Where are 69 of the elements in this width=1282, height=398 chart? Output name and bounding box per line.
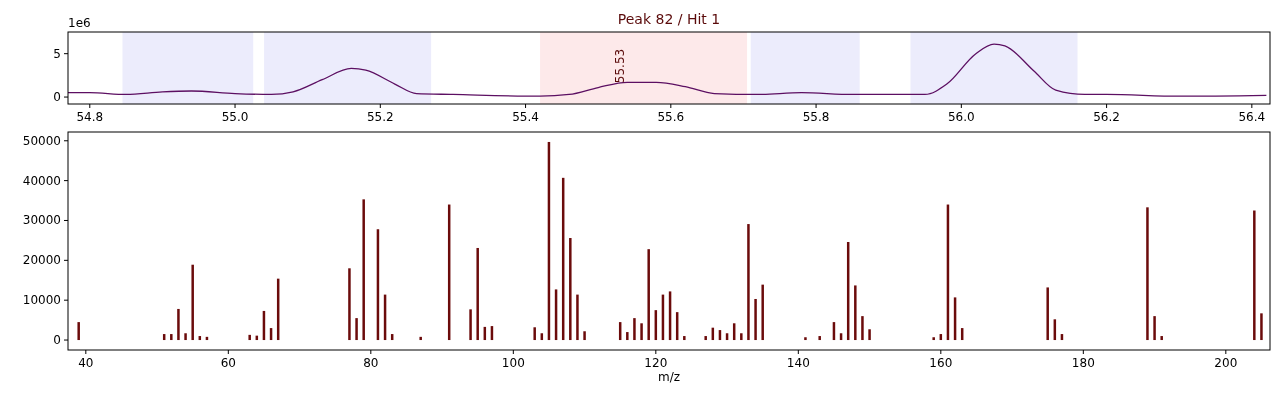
x-tick-label: 200 — [1214, 356, 1238, 370]
x-tick-label: 140 — [786, 356, 810, 370]
x-tick-label: 54.8 — [76, 110, 104, 124]
y-tick-label: 40000 — [22, 173, 61, 188]
bar — [647, 249, 650, 341]
bar — [633, 318, 636, 341]
y-tick-label: 0 — [53, 90, 61, 105]
x-tick-label: 160 — [929, 356, 953, 370]
bar — [469, 309, 472, 341]
bar — [868, 329, 871, 341]
bar — [348, 268, 351, 341]
bar — [248, 334, 251, 341]
bar — [569, 238, 572, 341]
x-tick-label: 55.2 — [366, 110, 394, 124]
x-tick-label: 55.0 — [221, 110, 249, 124]
bar — [704, 336, 707, 341]
bar — [818, 336, 821, 341]
x-tick-label: 55.4 — [512, 110, 539, 124]
x-tick-label: 56.4 — [1238, 110, 1266, 124]
y-tick-label: 10000 — [22, 293, 61, 308]
bar — [754, 298, 757, 341]
x-tick-label: 56.2 — [1093, 110, 1120, 124]
bar — [861, 316, 864, 341]
bar — [626, 332, 629, 341]
x-tick-label: 55.6 — [657, 110, 685, 124]
bar — [355, 318, 358, 341]
y-tick-label: 0 — [53, 333, 61, 348]
bar — [1146, 207, 1149, 341]
x-axis-title: m/z — [657, 370, 681, 384]
bar — [184, 333, 187, 341]
bar — [419, 336, 422, 341]
y-tick-label: 5 — [53, 46, 61, 61]
x-tick-label: 56.0 — [947, 110, 975, 124]
x-tick-label: 60 — [220, 356, 236, 370]
y-tick-label: 50000 — [22, 133, 61, 148]
x-tick-label: 100 — [501, 356, 525, 370]
text: 1e6 — [68, 16, 91, 30]
chart-title: Peak 82 / Hit 1 — [617, 11, 721, 27]
line-series — [67, 43, 1268, 97]
bar — [77, 322, 80, 341]
x-tick-label: 80 — [363, 356, 379, 370]
bar — [932, 337, 935, 341]
y-tick-label: 20000 — [22, 253, 61, 268]
x-tick-label: 40 — [78, 356, 94, 370]
bar — [191, 264, 194, 341]
bar — [1253, 210, 1256, 341]
bar — [1153, 316, 1156, 341]
bar — [1260, 313, 1263, 341]
bar — [1160, 336, 1163, 341]
bar — [804, 337, 807, 341]
bar — [177, 308, 180, 341]
bar — [640, 323, 643, 341]
bar — [854, 285, 857, 341]
bar — [761, 284, 764, 341]
bar — [576, 294, 579, 341]
bar — [583, 331, 586, 341]
bar — [476, 247, 479, 341]
bar — [740, 333, 743, 341]
x-tick-label: 180 — [1071, 356, 1095, 370]
x-tick-label: 120 — [644, 356, 668, 370]
bar — [1046, 287, 1049, 341]
annotation: 55.53 — [612, 48, 627, 84]
bar — [533, 327, 536, 341]
bar — [170, 334, 173, 341]
bar — [362, 199, 365, 341]
x-tick-label: 55.8 — [802, 110, 830, 124]
y-tick-label: 30000 — [22, 213, 61, 228]
bar — [747, 224, 750, 341]
bar — [683, 336, 686, 341]
